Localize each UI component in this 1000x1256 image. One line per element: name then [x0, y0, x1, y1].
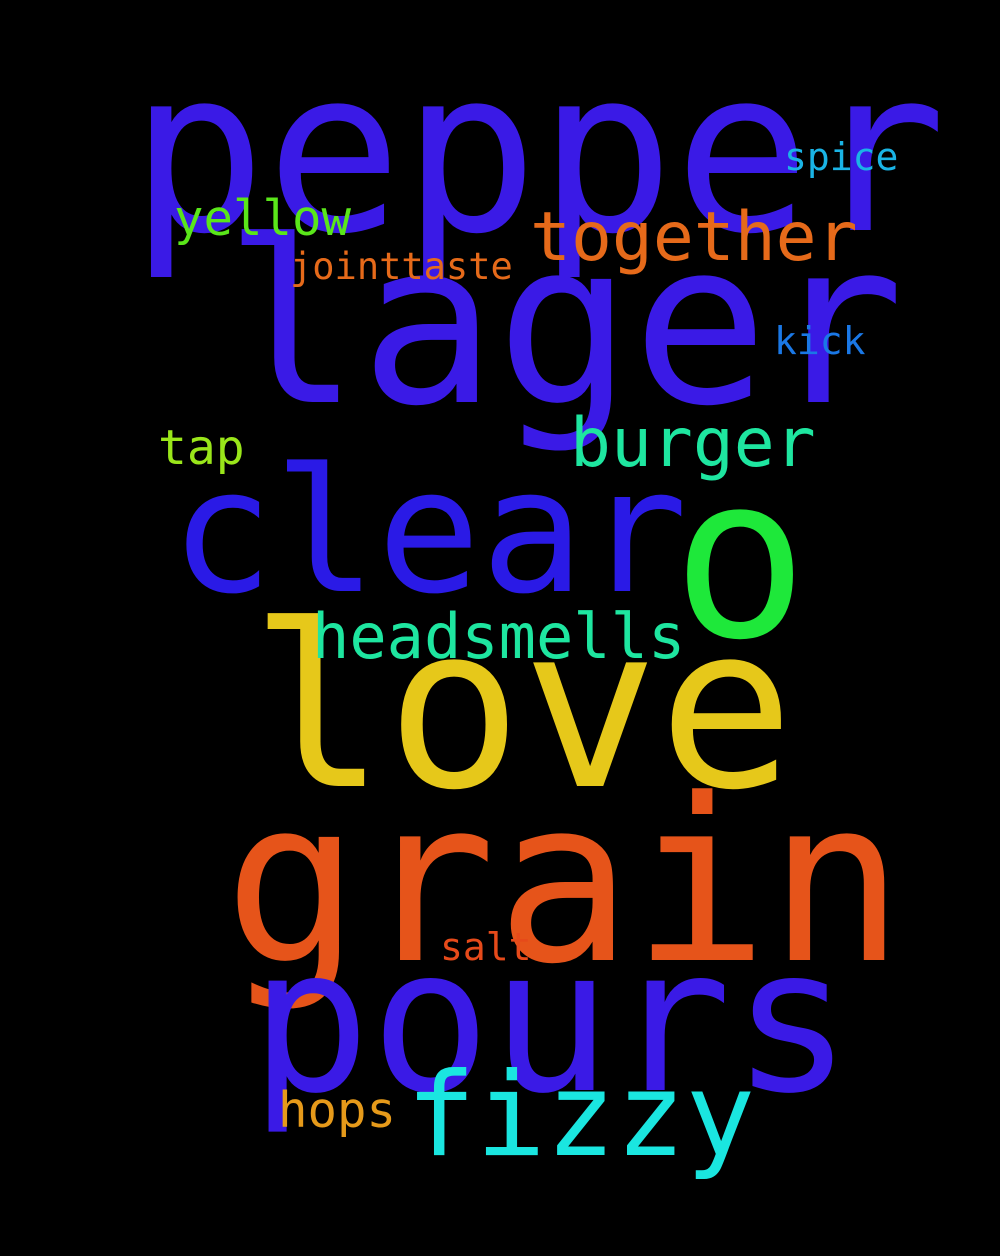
word-burger: burger: [570, 404, 816, 483]
word-clear: clear: [170, 431, 688, 632]
word-grain: grain: [224, 751, 905, 1014]
word-o: o: [672, 427, 809, 690]
word-love: love: [250, 577, 795, 840]
word-kick: kick: [774, 319, 866, 363]
word-jointtaste: jointtaste: [290, 245, 513, 288]
word-pours: pours: [250, 905, 853, 1138]
word-fizzy: fizzy: [406, 1048, 756, 1183]
word-headsmells: headsmells: [312, 600, 686, 673]
word-together: together: [530, 198, 858, 277]
word-hops: hops: [278, 1082, 397, 1139]
word-salt: salt: [440, 925, 532, 969]
word-spice: spice: [784, 135, 899, 179]
word-tap: tap: [158, 420, 245, 476]
word-lager: lager: [224, 193, 905, 456]
word-pepper: pepper: [130, 21, 947, 284]
word-yellow: yellow: [174, 190, 352, 247]
